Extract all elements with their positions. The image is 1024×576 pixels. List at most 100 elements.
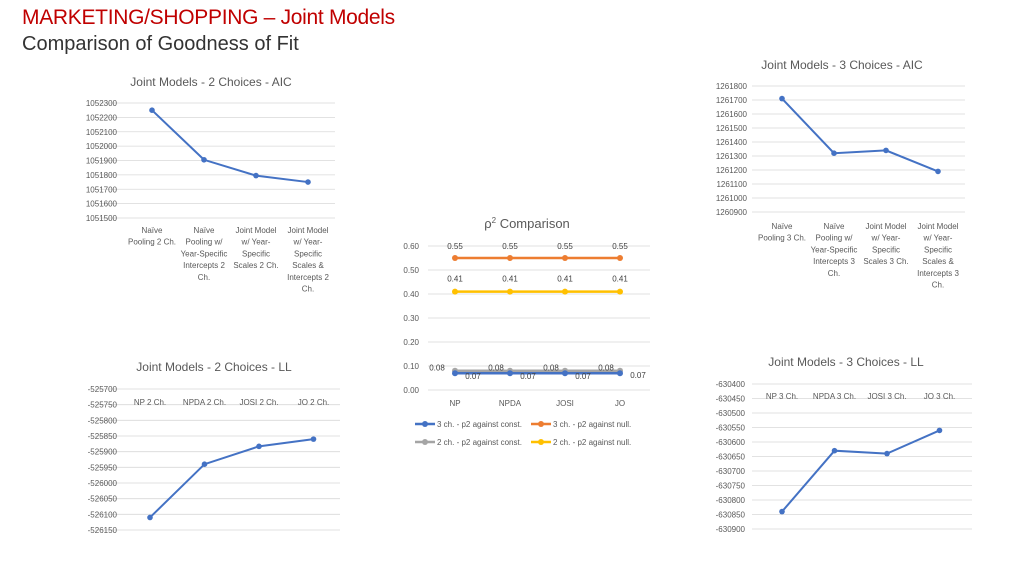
aic2-x-tick-label: Year-Specific bbox=[181, 249, 228, 258]
aic2-data-point bbox=[149, 107, 155, 113]
rho-y-tick-label: 0.10 bbox=[403, 362, 419, 371]
aic2-y-tick-label: 1051700 bbox=[86, 185, 118, 194]
ll2-data-point bbox=[201, 461, 208, 468]
aic2-x-tick-label: Pooling 2 Ch. bbox=[128, 238, 176, 247]
aic2-y-tick-label: 1051500 bbox=[86, 214, 118, 223]
rho-data-point bbox=[452, 255, 458, 261]
aic3-y-tick-label: 1261200 bbox=[716, 166, 748, 175]
aic2-x-tick-label: Scales & bbox=[292, 261, 324, 270]
page-subtitle: Comparison of Goodness of Fit bbox=[22, 33, 299, 55]
rho-y-tick-label: 0.30 bbox=[403, 314, 419, 323]
aic2-y-tick-label: 1052300 bbox=[86, 99, 118, 108]
aic3-x-tick-label: Specific bbox=[872, 245, 900, 254]
aic3-x-tick-label: Naïve bbox=[772, 222, 793, 231]
aic2-x-tick-label: Scales 2 Ch. bbox=[233, 261, 278, 270]
aic3-y-tick-label: 1261000 bbox=[716, 194, 748, 203]
aic3-x-tick-label: Intercepts 3 bbox=[917, 269, 959, 278]
rho-data-label: 0.07 bbox=[465, 372, 481, 381]
ll3-x-tick-label: NPDA 3 Ch. bbox=[813, 392, 856, 401]
ll2-chart-title: Joint Models - 2 Choices - LL bbox=[136, 360, 292, 374]
aic2-y-tick-label: 1052100 bbox=[86, 128, 118, 137]
rho-data-point bbox=[562, 288, 568, 295]
rho-data-point bbox=[562, 370, 568, 377]
aic3-x-tick-label: w/ Year- bbox=[923, 234, 953, 243]
rho-data-point bbox=[507, 255, 513, 261]
aic2-data-point bbox=[253, 172, 259, 179]
aic2-data-point bbox=[201, 156, 207, 163]
ll2-x-tick-label: JOSI 2 Ch. bbox=[239, 398, 278, 407]
aic2-y-tick-label: 1051600 bbox=[86, 200, 118, 209]
aic2-x-tick-label: Ch. bbox=[198, 273, 210, 282]
aic3-data-point bbox=[779, 95, 785, 102]
aic3-chart-title: Joint Models - 3 Choices - AIC bbox=[761, 58, 923, 72]
ll2-y-tick-label: -526100 bbox=[88, 510, 118, 519]
ll2-data-point bbox=[147, 514, 153, 521]
aic2-y-tick-label: 1052200 bbox=[86, 113, 118, 122]
ll3-data-point bbox=[884, 450, 890, 457]
rho-data-label: 0.41 bbox=[447, 275, 463, 284]
ll3-y-tick-label: -630900 bbox=[716, 525, 746, 534]
aic2-x-tick-label: Ch. bbox=[302, 285, 314, 294]
rho-data-point bbox=[617, 370, 623, 377]
rho-data-point bbox=[617, 288, 623, 295]
aic3-data-point bbox=[831, 150, 837, 156]
rho-data-point bbox=[452, 370, 458, 377]
aic3-y-tick-label: 1261400 bbox=[716, 138, 748, 147]
rho-legend-label: 3 ch. - p2 against null. bbox=[553, 420, 631, 429]
ll2-x-tick-label: NP 2 Ch. bbox=[134, 398, 166, 407]
ll3-y-tick-label: -630550 bbox=[716, 424, 746, 433]
rho-data-point bbox=[617, 255, 623, 261]
ll3-y-tick-label: -630750 bbox=[716, 482, 746, 491]
aic3-x-tick-label: Pooling 3 Ch. bbox=[758, 234, 806, 243]
rho-legend-marker bbox=[538, 421, 544, 427]
rho-y-tick-label: 0.40 bbox=[403, 290, 419, 299]
rho-y-tick-label: 0.50 bbox=[403, 266, 419, 275]
rho-x-tick-label: NPDA bbox=[499, 399, 522, 408]
ll3-y-tick-label: -630450 bbox=[716, 395, 746, 404]
aic3-x-tick-label: w/ Year- bbox=[871, 234, 901, 243]
ll3-chart-title: Joint Models - 3 Choices - LL bbox=[768, 355, 924, 369]
aic3-x-tick-label: Intercepts 3 bbox=[813, 257, 855, 266]
ll3-y-tick-label: -630850 bbox=[716, 511, 746, 520]
aic2-x-tick-label: Intercepts 2 bbox=[183, 261, 225, 270]
aic3-x-tick-label: Naïve bbox=[824, 222, 845, 231]
rho-data-label: 0.55 bbox=[502, 242, 518, 251]
ll2-y-tick-label: -525750 bbox=[88, 401, 118, 410]
aic3-y-tick-label: 1261300 bbox=[716, 152, 748, 161]
ll2-y-tick-label: -525700 bbox=[88, 385, 118, 394]
aic3-y-tick-label: 1261700 bbox=[716, 96, 748, 105]
rho-x-tick-label: NP bbox=[449, 399, 460, 408]
rho-data-label: 0.08 bbox=[429, 363, 445, 372]
rho-data-label: 0.55 bbox=[557, 242, 573, 251]
aic3-x-tick-label: Year-Specific bbox=[811, 245, 858, 254]
aic3-x-tick-label: Joint Model bbox=[866, 222, 907, 231]
page-title: MARKETING/SHOPPING – Joint Models bbox=[22, 6, 395, 29]
rho-y-tick-label: 0.20 bbox=[403, 338, 419, 347]
ll2-y-tick-label: -526150 bbox=[88, 526, 118, 535]
aic2-x-tick-label: Naïve bbox=[194, 226, 215, 235]
rho-data-label: 0.41 bbox=[612, 275, 628, 284]
ll2-x-tick-label: NPDA 2 Ch. bbox=[183, 398, 226, 407]
rho-legend-marker bbox=[538, 439, 544, 445]
aic3-y-tick-label: 1261800 bbox=[716, 82, 748, 91]
rho-legend-marker bbox=[422, 421, 428, 427]
ll3-x-tick-label: NP 3 Ch. bbox=[766, 392, 798, 401]
ll3-data-point bbox=[831, 447, 838, 454]
aic3-x-tick-label: Ch. bbox=[932, 281, 944, 290]
aic2-x-tick-label: Pooling w/ bbox=[186, 238, 224, 247]
rho-legend-label: 2 ch. - p2 against const. bbox=[437, 438, 522, 447]
aic3-x-tick-label: Joint Model bbox=[918, 222, 959, 231]
aic3-y-tick-label: 1261100 bbox=[716, 180, 747, 189]
aic3-x-tick-label: Specific bbox=[924, 245, 952, 254]
rho-legend-label: 2 ch. - p2 against null. bbox=[553, 438, 631, 447]
rho-data-label: 0.08 bbox=[543, 363, 559, 372]
rho-data-label: 0.07 bbox=[575, 372, 591, 381]
ll2-series-line bbox=[149, 438, 314, 519]
ll2-y-tick-label: -525950 bbox=[88, 463, 118, 472]
aic2-y-tick-label: 1052000 bbox=[86, 142, 118, 151]
rho-data-label: 0.08 bbox=[488, 363, 504, 372]
ll3-y-tick-label: -630500 bbox=[716, 409, 746, 418]
rho-legend-label: 3 ch. - p2 against const. bbox=[437, 420, 522, 429]
aic3-x-tick-label: Pooling w/ bbox=[816, 234, 854, 243]
ll2-y-tick-label: -525850 bbox=[88, 432, 118, 441]
